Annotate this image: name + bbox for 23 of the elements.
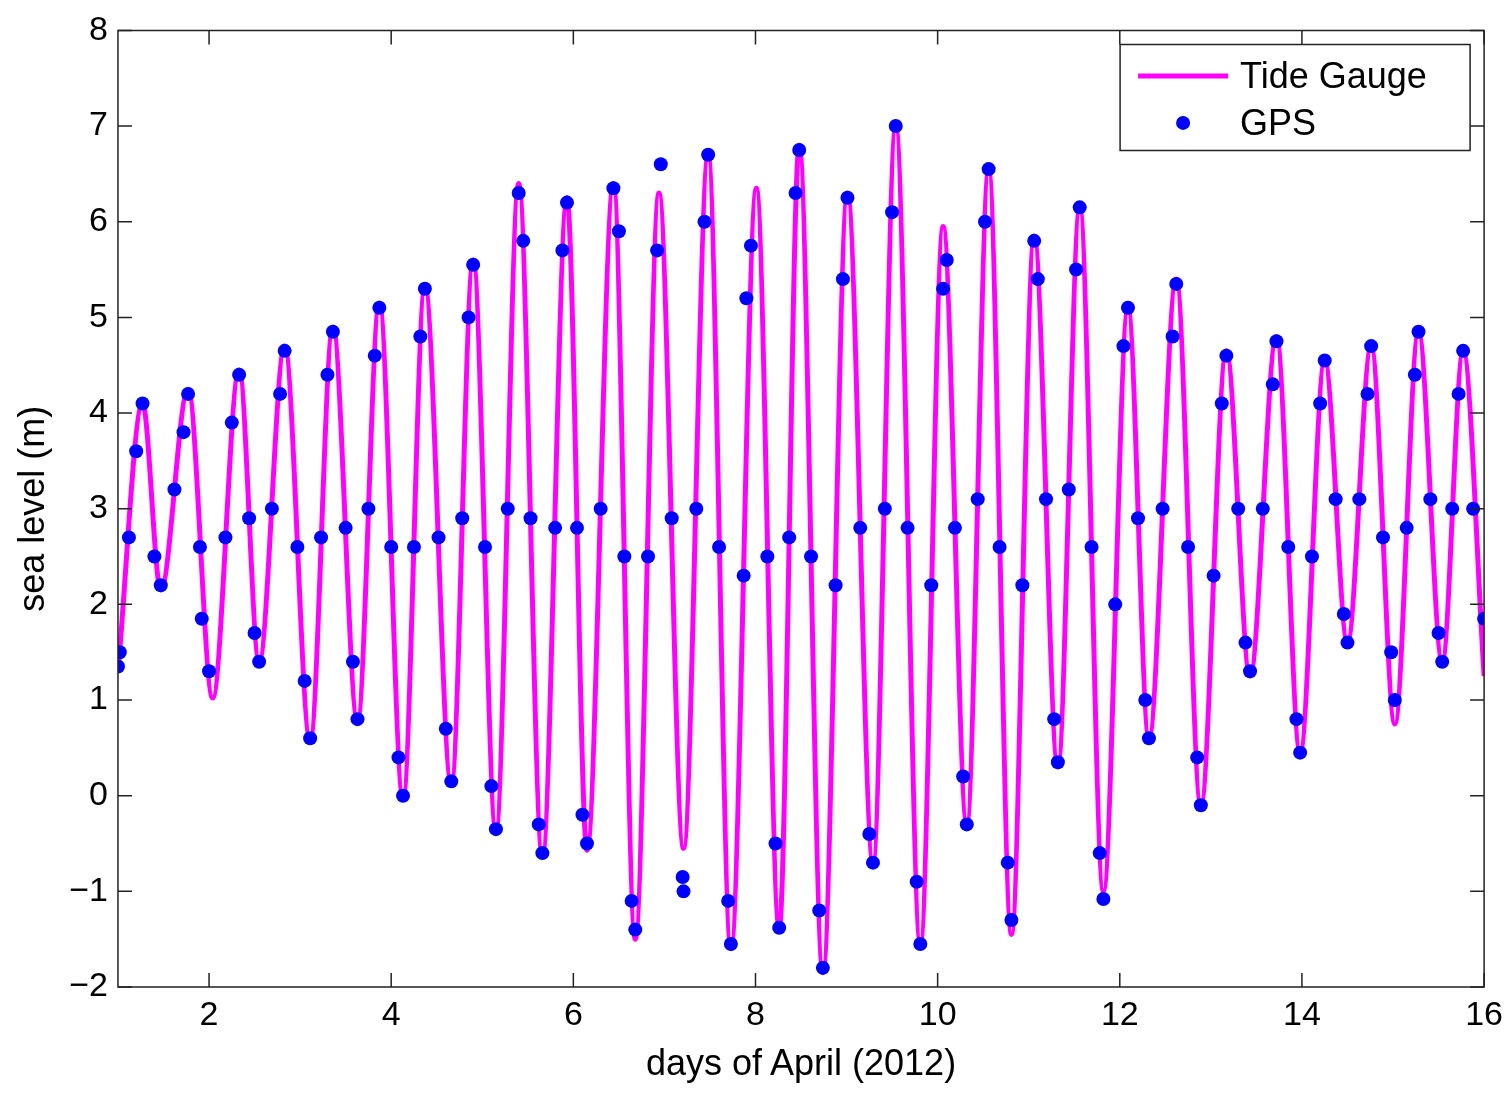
- y-tick-label: 8: [89, 8, 108, 47]
- x-tick-label: 16: [1465, 993, 1503, 1032]
- x-tick-label: 12: [1100, 993, 1139, 1032]
- y-tick-label: −2: [69, 965, 108, 1004]
- x-tick-label: 8: [746, 993, 765, 1032]
- x-tick-label: 14: [1283, 993, 1321, 1032]
- y-tick-label: −1: [69, 869, 108, 908]
- x-tick-label: 10: [918, 993, 957, 1032]
- y-tick-label: 1: [89, 678, 108, 717]
- x-tick-label: 4: [381, 993, 401, 1032]
- x-tick-label: 6: [563, 993, 583, 1032]
- y-tick-label: 5: [89, 295, 108, 334]
- y-tick-label: 3: [89, 487, 108, 526]
- x-axis-title: days of April (2012): [645, 1042, 957, 1084]
- y-tick-label: 0: [89, 774, 108, 813]
- y-tick-label: 6: [89, 200, 108, 239]
- y-tick-label: 4: [89, 391, 108, 430]
- legend-label: GPS: [1240, 101, 1317, 143]
- y-axis-title: sea level (m): [10, 405, 52, 612]
- y-tick-label: 7: [89, 104, 108, 143]
- y-tick-label: 2: [89, 582, 108, 621]
- x-tick-label: 2: [199, 993, 219, 1032]
- legend-label: Tide Gauge: [1240, 54, 1427, 96]
